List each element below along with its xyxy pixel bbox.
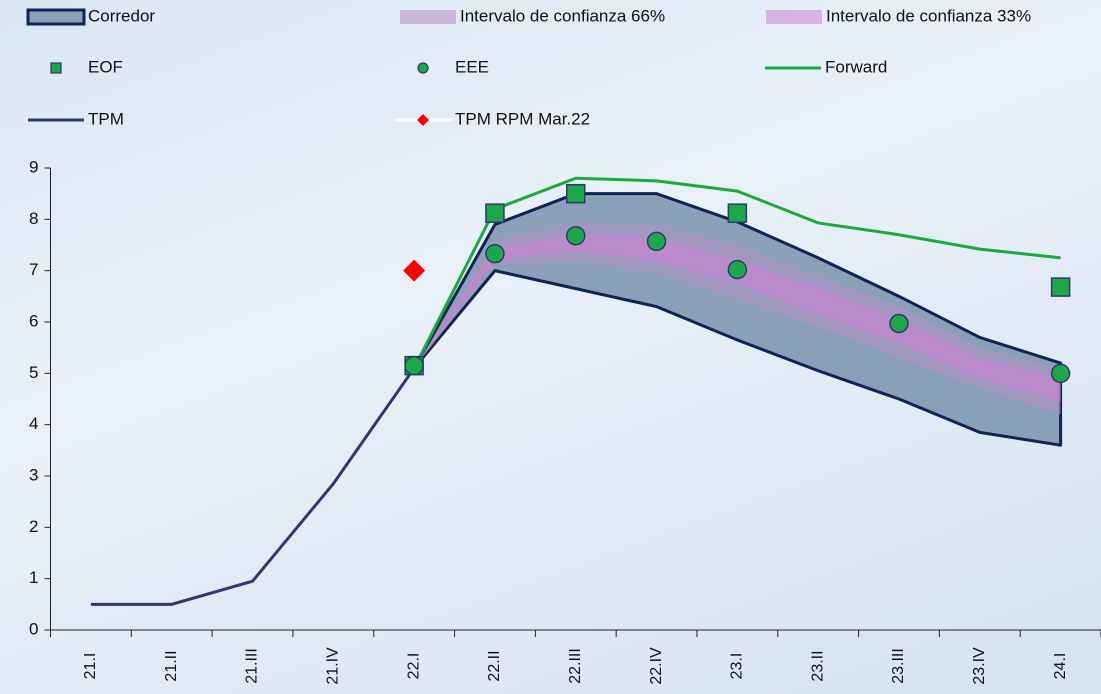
point	[727, 203, 748, 223]
x-tick-label: 23.II	[809, 650, 826, 681]
point	[404, 355, 424, 376]
x-tick-label: 22.II	[486, 650, 503, 681]
point	[485, 203, 505, 223]
y-tick-label: 6	[29, 311, 38, 330]
x-tick-label: 21.IV	[325, 647, 342, 685]
legend-swatch	[417, 114, 429, 126]
legend-label: EEE	[455, 57, 489, 76]
legend-swatch	[50, 62, 62, 74]
point	[727, 259, 748, 280]
legend-label: Intervalo de confianza 33%	[826, 6, 1031, 25]
legend-label: EOF	[88, 57, 123, 76]
x-tick-label: 22.I	[405, 653, 422, 680]
y-tick-label: 7	[29, 260, 38, 279]
y-tick-label: 5	[29, 363, 38, 382]
y-tick-label: 4	[29, 414, 38, 433]
x-tick-label: 23.IV	[971, 647, 988, 685]
band	[412, 192, 1063, 447]
legend-label: Intervalo de confianza 66%	[460, 6, 665, 25]
legend-label: Forward	[825, 57, 887, 76]
y-tick-label: 1	[29, 568, 38, 587]
x-tick-label: 21.I	[82, 653, 99, 680]
x-tick-label: 23.III	[890, 648, 907, 684]
legend-label: TPM	[88, 109, 124, 128]
point	[889, 313, 909, 334]
y-tick-label: 0	[29, 619, 38, 638]
legend-label: Corredor	[88, 6, 155, 25]
point	[566, 226, 586, 246]
point	[1050, 277, 1071, 297]
point	[403, 259, 426, 282]
legend-swatch	[417, 62, 429, 74]
point	[646, 231, 667, 252]
line	[412, 176, 1061, 369]
x-tick-label: 21.II	[163, 650, 180, 681]
y-tick-label: 8	[29, 209, 38, 228]
legend-swatch	[26, 8, 86, 26]
legend-label: TPM RPM Mar.22	[455, 109, 590, 128]
legend-swatch	[400, 10, 456, 24]
x-tick-label: 22.IV	[648, 647, 665, 685]
y-tick-label: 3	[29, 465, 38, 484]
line	[90, 367, 416, 606]
y-tick-label: 2	[29, 517, 38, 536]
x-tick-label: 23.I	[729, 653, 746, 680]
x-tick-label: 21.III	[244, 648, 261, 684]
point	[1050, 363, 1071, 384]
y-tick-label: 9	[29, 157, 38, 176]
point	[485, 243, 505, 264]
x-tick-label: 22.III	[567, 648, 584, 684]
x-tick-label: 24.I	[1052, 653, 1069, 680]
point	[566, 183, 586, 204]
legend-swatch	[766, 10, 822, 24]
